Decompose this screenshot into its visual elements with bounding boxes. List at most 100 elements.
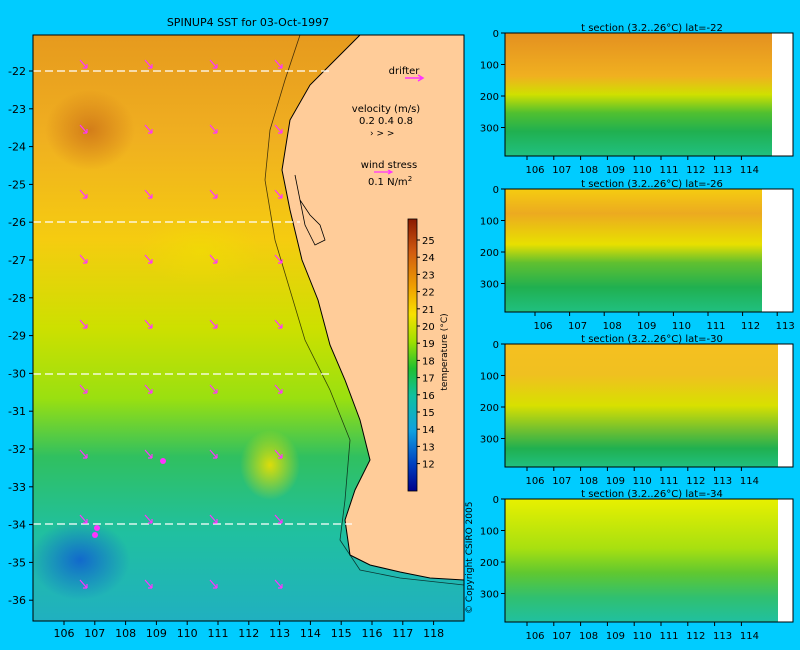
section-title: t section (3.2..26°C) lat=-22 bbox=[581, 23, 723, 34]
wind-legend-arrow bbox=[374, 169, 394, 175]
y-tick-label: -31 bbox=[8, 405, 26, 418]
section-title: t section (3.2..26°C) lat=-26 bbox=[581, 179, 723, 190]
colorbar-tick-label: 13 bbox=[422, 442, 435, 453]
map-y-ticks: -22 -23 -24 -25 -26 -27 -28 -29 -30 -31 -32 -33 -34 -… bbox=[8, 65, 33, 607]
section-x-tick-label: 113 bbox=[713, 476, 732, 487]
section-y-tick-label: 200 bbox=[480, 403, 499, 414]
section-x-tick-label: 111 bbox=[659, 476, 678, 487]
section-y-tick-label: 200 bbox=[480, 558, 499, 569]
velocity-arrow bbox=[274, 124, 283, 134]
section-panel: t section (3.2..26°C) lat=-30 0 100 200 300 1… bbox=[480, 334, 794, 487]
drifter-marker bbox=[92, 532, 98, 538]
land-australia bbox=[282, 35, 464, 580]
section-field bbox=[505, 499, 778, 622]
velocity-arrow bbox=[144, 189, 153, 199]
x-tick-label: 108 bbox=[115, 627, 136, 640]
drifter-label: drifter bbox=[389, 66, 421, 77]
coastline bbox=[281, 34, 465, 581]
section-x-tick-label: 109 bbox=[606, 631, 625, 642]
wind-stress-label: wind stress bbox=[361, 160, 417, 171]
velocity-arrow-glyph: › > > bbox=[370, 129, 394, 139]
velocity-scale: 0.2 0.4 0.8 bbox=[359, 116, 413, 127]
x-tick-label: 115 bbox=[331, 627, 352, 640]
section-x-tick-label: 111 bbox=[659, 165, 678, 176]
x-tick-label: 106 bbox=[54, 627, 75, 640]
y-tick-label: -22 bbox=[8, 65, 26, 78]
section-x-tick-label: 109 bbox=[606, 476, 625, 487]
section-y-tick-label: 100 bbox=[480, 372, 499, 383]
section-x-tick-label: 113 bbox=[713, 631, 732, 642]
y-tick-label: -25 bbox=[8, 178, 26, 191]
section-y-tick-label: 100 bbox=[480, 217, 499, 228]
velocity-arrow bbox=[144, 59, 153, 69]
section-y-tick-label: 0 bbox=[493, 185, 499, 196]
section-frame bbox=[504, 343, 794, 468]
drifter-marker bbox=[94, 525, 100, 531]
section-x-tick-label: 113 bbox=[713, 165, 732, 176]
colorbar-ticks: 25 24 23 22 21 20 19 18 17 16 15 14 13 12 bbox=[417, 236, 435, 471]
section-x-tick-label: 109 bbox=[637, 321, 656, 332]
velocity-arrow bbox=[209, 319, 218, 329]
section-x-tick-label: 109 bbox=[606, 165, 625, 176]
section-y-tick-label: 300 bbox=[480, 435, 499, 446]
section-x-tick-label: 107 bbox=[552, 631, 571, 642]
x-tick-label: 107 bbox=[84, 627, 105, 640]
section-x-tick-label: 107 bbox=[552, 165, 571, 176]
velocity-arrow bbox=[79, 579, 88, 589]
colorbar-tick-label: 24 bbox=[422, 253, 435, 264]
colorbar-tick-label: 21 bbox=[422, 305, 435, 316]
section-x-tick-label: 114 bbox=[740, 476, 759, 487]
section-x-tick-label: 106 bbox=[533, 321, 552, 332]
section-y-tick-label: 100 bbox=[480, 61, 499, 72]
section-y-tick-label: 0 bbox=[493, 29, 499, 40]
velocity-arrow bbox=[209, 514, 218, 524]
sections: t section (3.2..26°C) lat=-22 0 100 200 300 1… bbox=[480, 23, 795, 642]
y-tick-label: -36 bbox=[8, 594, 26, 607]
map-title: SPINUP4 SST for 03-Oct-1997 bbox=[167, 16, 329, 29]
colorbar-tick-label: 15 bbox=[422, 408, 435, 419]
section-x-tick-label: 106 bbox=[525, 165, 544, 176]
drifter-marker bbox=[160, 458, 166, 464]
section-y-tick-label: 0 bbox=[493, 495, 499, 506]
velocity-arrow bbox=[79, 319, 88, 329]
section-frame bbox=[504, 498, 794, 623]
velocity-arrow bbox=[274, 254, 283, 264]
section-x-tick-label: 112 bbox=[741, 321, 760, 332]
velocity-arrow bbox=[144, 124, 153, 134]
shelf-contour bbox=[264, 34, 465, 586]
colorbar-label: temperature (°C) bbox=[440, 313, 450, 390]
section-title: t section (3.2..26°C) lat=-30 bbox=[581, 334, 723, 345]
section-x-tick-label: 108 bbox=[579, 631, 598, 642]
velocity-arrow bbox=[79, 59, 88, 69]
section-frame bbox=[504, 188, 794, 313]
velocity-arrow bbox=[209, 189, 218, 199]
velocity-label: velocity (m/s) bbox=[352, 104, 420, 115]
velocity-arrow bbox=[274, 579, 283, 589]
colorbar-tick-label: 19 bbox=[422, 339, 435, 350]
section-y-tick-label: 200 bbox=[480, 92, 499, 103]
section-x-tick-label: 106 bbox=[525, 631, 544, 642]
section-x-tick-label: 110 bbox=[633, 165, 652, 176]
section-panel: t section (3.2..26°C) lat=-34 0 100 200 300 1… bbox=[480, 489, 794, 642]
section-y-tick-label: 300 bbox=[480, 124, 499, 135]
section-field bbox=[505, 189, 762, 312]
section-x-tick-label: 111 bbox=[659, 631, 678, 642]
velocity-arrow bbox=[79, 384, 88, 394]
section-title: t section (3.2..26°C) lat=-34 bbox=[581, 489, 723, 500]
y-tick-label: -30 bbox=[8, 367, 26, 380]
y-tick-label: -33 bbox=[8, 481, 26, 494]
section-y-tick-label: 100 bbox=[480, 527, 499, 538]
y-tick-label: -32 bbox=[8, 443, 26, 456]
section-x-tick-label: 107 bbox=[552, 476, 571, 487]
section-x-tick-label: 110 bbox=[672, 321, 691, 332]
section-x-tick-label: 107 bbox=[568, 321, 587, 332]
section-field bbox=[505, 33, 772, 156]
velocity-arrow bbox=[274, 189, 283, 199]
y-tick-label: -34 bbox=[8, 519, 26, 532]
drifter-track bbox=[92, 458, 166, 538]
section-x-tick-label: 108 bbox=[603, 321, 622, 332]
velocity-arrow bbox=[144, 514, 153, 524]
warm-eddy bbox=[45, 90, 135, 170]
section-panel: t section (3.2..26°C) lat=-22 0 100 200 300 1… bbox=[480, 23, 794, 176]
velocity-arrow bbox=[79, 124, 88, 134]
